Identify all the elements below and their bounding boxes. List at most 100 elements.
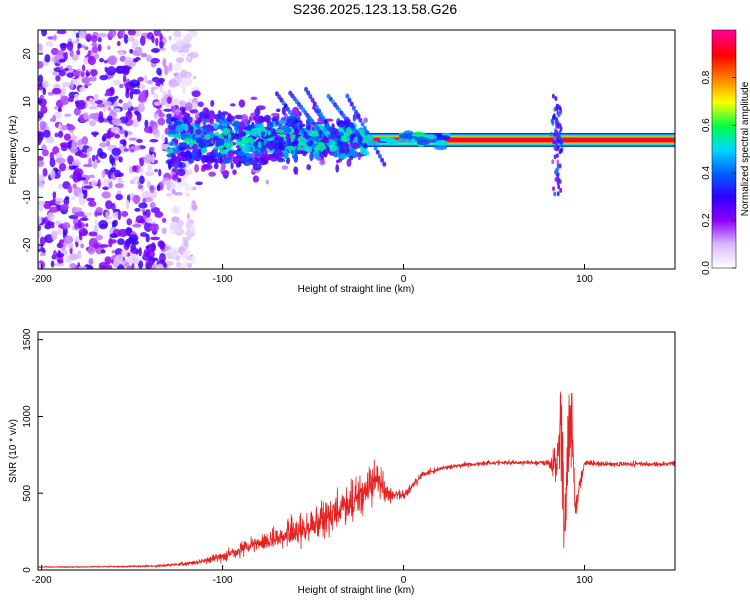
heatmap-cell	[97, 32, 108, 38]
heatmap-cell	[137, 76, 144, 82]
heatmap-cell	[92, 160, 98, 169]
colorbar-tick-label: 0.4	[701, 165, 712, 179]
spectrogram-x-ticks: -200 -100 0 100	[32, 264, 593, 285]
heatmap-cell	[49, 206, 59, 213]
colorbar-step	[712, 79, 736, 83]
heatmap-cell	[38, 49, 44, 55]
heatmap-cell	[208, 171, 216, 177]
heatmap-cell	[119, 30, 125, 38]
heatmap-cell	[168, 134, 176, 138]
heatmap-cell	[221, 170, 230, 176]
colorbar-step	[712, 188, 736, 192]
heatmap-cell	[158, 253, 166, 263]
heatmap-cell	[254, 123, 263, 128]
colorbar-step	[712, 198, 736, 202]
heatmap-cell	[171, 105, 177, 114]
colorbar-step	[712, 41, 736, 45]
spectrogram-heatmap	[38, 30, 675, 269]
heatmap-cell	[266, 121, 274, 129]
heatmap-cell	[72, 207, 83, 212]
heatmap-cell	[345, 93, 350, 99]
heatmap-cell	[191, 101, 198, 111]
heatmap-cell	[181, 85, 186, 95]
heatmap-cell	[138, 219, 146, 223]
heatmap-cell	[75, 100, 86, 110]
heatmap-cell	[138, 83, 146, 90]
heatmap-cell	[63, 133, 71, 141]
x-tick-label: 0	[401, 575, 407, 586]
colorbar-step	[712, 35, 736, 39]
heatmap-cell	[276, 108, 281, 113]
heatmap-cell	[98, 219, 108, 230]
heatmap-cell	[101, 169, 106, 179]
heatmap-cell	[122, 74, 127, 84]
heatmap-cell	[215, 153, 223, 158]
colorbar-step	[712, 244, 736, 247]
heatmap-cell	[172, 167, 179, 173]
snr-plot-area	[38, 332, 675, 570]
heatmap-cell	[309, 152, 314, 162]
colorbar-step	[712, 31, 736, 35]
heatmap-cell	[94, 210, 98, 217]
heatmap-cell	[274, 136, 284, 142]
heatmap-cell	[123, 33, 129, 44]
heatmap-cell	[82, 163, 93, 168]
heatmap-cell	[168, 62, 173, 72]
heatmap-cell	[163, 65, 169, 76]
heatmap-cell	[214, 131, 219, 136]
heatmap-cell	[60, 86, 67, 96]
heatmap-cell	[352, 114, 356, 122]
heatmap-cell	[153, 112, 160, 120]
heatmap-cell	[150, 48, 160, 53]
heatmap-cell	[98, 261, 108, 269]
colorbar-step	[712, 99, 736, 102]
heatmap-cell	[66, 72, 74, 78]
colorbar-step	[712, 216, 736, 220]
heatmap-cell	[49, 223, 55, 229]
heatmap-cell	[129, 179, 136, 185]
colorbar-step	[712, 145, 736, 148]
heatmap-cell	[88, 257, 94, 266]
heatmap-cell	[277, 142, 285, 151]
heatmap-cell	[55, 201, 61, 205]
colorbar-step	[712, 152, 736, 156]
heatmap-cell	[173, 30, 182, 38]
heatmap-cell	[180, 151, 190, 158]
heatmap-cell	[101, 181, 109, 185]
heatmap-cell	[114, 95, 119, 100]
colorbar-step	[712, 194, 736, 198]
heatmap-cell	[90, 69, 98, 77]
colorbar-step	[712, 206, 736, 210]
heatmap-cell	[112, 144, 117, 148]
heatmap-cell	[153, 30, 161, 37]
heatmap-cell	[319, 159, 326, 166]
heatmap-cell	[311, 143, 316, 149]
heatmap-cell	[159, 33, 163, 42]
heatmap-cell	[319, 112, 324, 118]
x-tick-label: 100	[576, 274, 593, 285]
heatmap-cell	[111, 250, 116, 254]
heatmap-cell	[85, 33, 93, 42]
colorbar-step	[712, 103, 736, 106]
heatmap-cell	[57, 259, 64, 264]
heatmap-cell	[94, 53, 100, 60]
heatmap-cell	[139, 175, 145, 185]
colorbar-step	[712, 256, 736, 259]
heatmap-cell	[79, 86, 86, 93]
snr-series-line	[38, 391, 675, 569]
colorbar-step	[712, 77, 736, 81]
heatmap-cell	[238, 99, 246, 108]
heatmap-cell	[115, 193, 123, 201]
heatmap-cell	[130, 247, 140, 254]
heatmap-cell	[108, 237, 113, 248]
heatmap-cell	[145, 250, 155, 259]
heatmap-cell	[285, 157, 291, 165]
heatmap-cell	[140, 52, 148, 58]
heatmap-cell	[283, 151, 288, 160]
heatmap-cell	[254, 150, 259, 155]
heatmap-cell	[86, 197, 95, 202]
heatmap-cell	[165, 148, 174, 154]
heatmap-cell	[169, 142, 174, 146]
heatmap-cell	[191, 143, 198, 150]
heatmap-cell	[557, 184, 561, 190]
